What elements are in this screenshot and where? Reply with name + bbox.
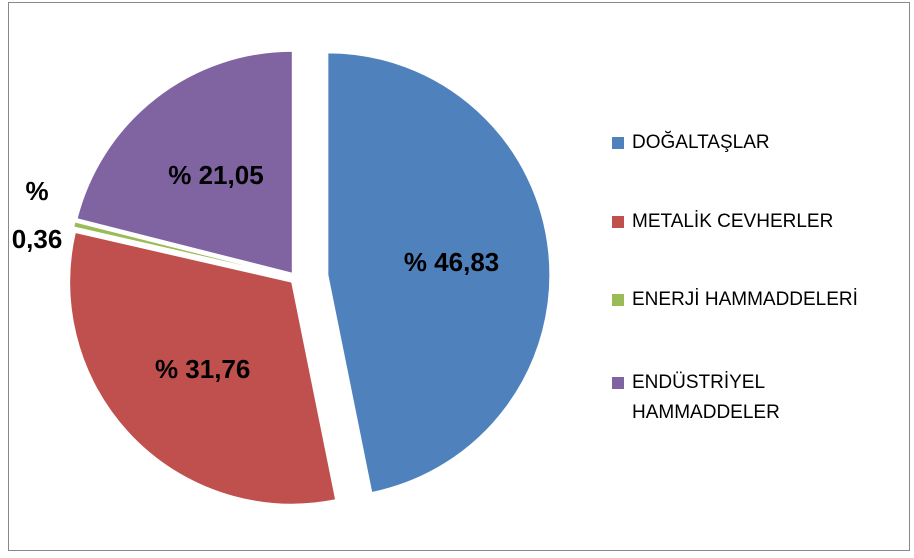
data-label: % 46,83 bbox=[403, 247, 500, 278]
pie-slice bbox=[327, 52, 551, 494]
data-label: % 0,36 bbox=[11, 176, 63, 255]
data-label: % 21,05 bbox=[168, 160, 264, 191]
legend-swatch bbox=[612, 294, 624, 306]
data-label: % 31,76 bbox=[154, 353, 251, 384]
legend-item: ENDÜSTRİYEL HAMMADDELER bbox=[612, 368, 812, 428]
legend-label: ENDÜSTRİYEL HAMMADDELER bbox=[632, 372, 780, 423]
legend-label: DOĞALTAŞLAR bbox=[632, 132, 770, 153]
legend-label: ENERJİ HAMMADDELERİ bbox=[632, 289, 858, 310]
legend-label: METALİK CEVHERLER bbox=[632, 211, 834, 232]
pie-slice bbox=[73, 221, 291, 278]
chart-frame bbox=[8, 2, 910, 551]
legend-swatch bbox=[612, 377, 624, 389]
legend-item: ENERJİ HAMMADDELERİ bbox=[612, 285, 902, 315]
pie-slice bbox=[76, 50, 293, 274]
pie-slice bbox=[69, 231, 337, 505]
legend-item: METALİK CEVHERLER bbox=[612, 207, 902, 237]
legend-swatch bbox=[612, 137, 624, 149]
legend-swatch bbox=[612, 216, 624, 228]
legend-item: DOĞALTAŞLAR bbox=[612, 128, 902, 158]
